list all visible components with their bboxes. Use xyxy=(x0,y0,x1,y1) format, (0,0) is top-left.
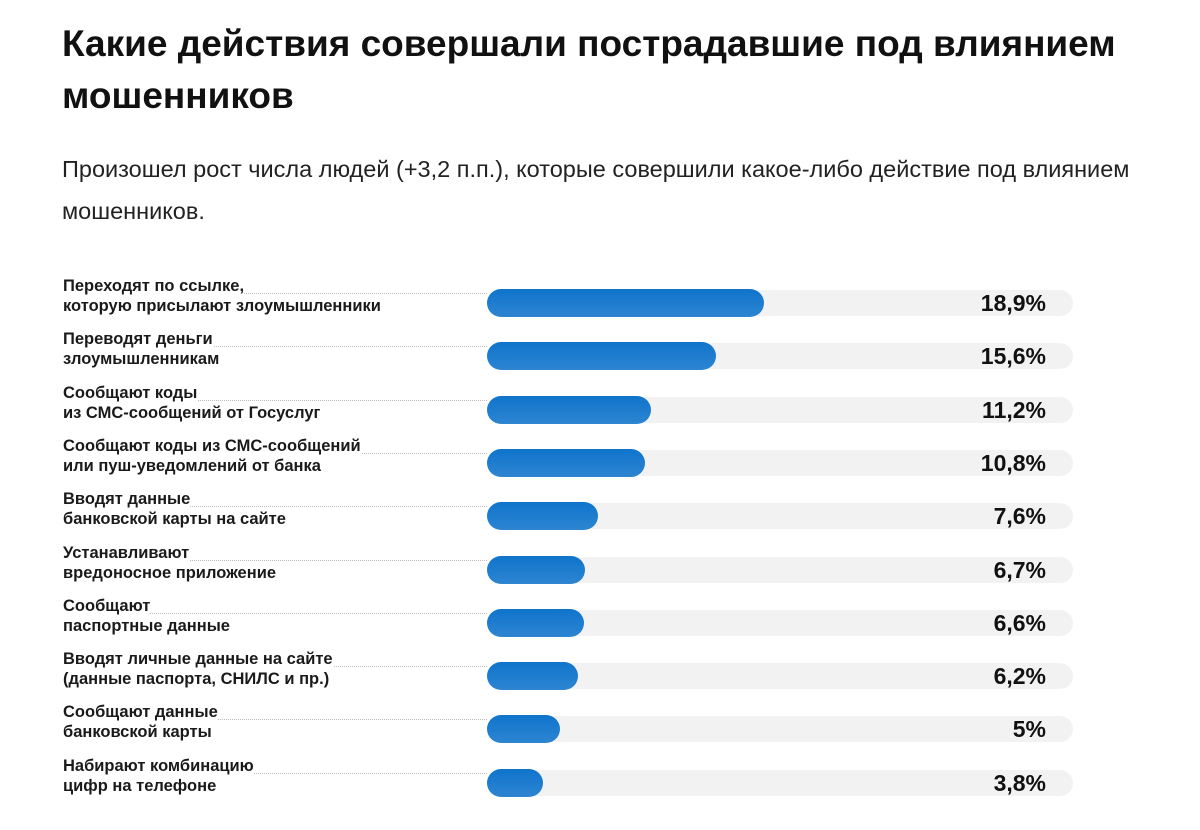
chart-title: Какие действия совершали пострадавшие по… xyxy=(62,23,1116,116)
category-label: Вводят личные данные на сайте (данные па… xyxy=(63,649,463,689)
leader-line xyxy=(63,293,487,294)
category-label: Сообщают паспортные данные xyxy=(63,596,463,636)
bar xyxy=(487,555,586,584)
category-label: Переводят деньги злоумышленникам xyxy=(63,329,463,369)
category-label: Устанавливают вредоносное приложение xyxy=(63,543,463,583)
category-text: Переходят по ссылке, которую присылают з… xyxy=(63,277,384,315)
value-label: 18,9% xyxy=(980,290,1046,316)
leader-line xyxy=(63,719,487,721)
category-label: Набирают комбинацию цифр на телефоне xyxy=(63,756,463,796)
category-label: Сообщают коды из СМС-сообщений от Госусл… xyxy=(63,383,463,423)
value-label: 6,6% xyxy=(993,609,1046,636)
bar xyxy=(487,342,716,371)
chart-subtitle: Произошел рост числа людей (+3,2 п.п.), … xyxy=(62,156,1130,224)
category-text: Набирают комбинацию цифр на телефоне xyxy=(63,756,254,795)
category-label: Переходят по ссылке, которую присылают з… xyxy=(63,276,463,316)
bar-track xyxy=(487,716,1073,743)
bar-row: Сообщают паспортные данные 6,6% xyxy=(0,596,1200,649)
bar-row: Вводят данные банковской карты на сайте 7… xyxy=(0,489,1200,542)
leader-line xyxy=(63,346,487,348)
value-label: 6,2% xyxy=(993,663,1046,690)
category-text: Вводят личные данные на сайте (данные па… xyxy=(63,650,333,689)
bar xyxy=(487,289,764,317)
bar-track xyxy=(487,609,1073,636)
leader-line xyxy=(63,772,487,774)
bar xyxy=(487,608,584,637)
leader-line xyxy=(63,612,487,614)
bar-row: Набирают комбинацию цифр на телефоне 3,8% xyxy=(0,756,1200,809)
category-text: Сообщают паспортные данные xyxy=(63,596,233,635)
leader-line xyxy=(63,506,487,508)
value-label: 6,7% xyxy=(993,556,1046,583)
bar xyxy=(487,715,561,744)
value-label: 3,8% xyxy=(993,769,1046,796)
bar xyxy=(487,395,652,424)
bar-row: Переходят по ссылке, которую присылают з… xyxy=(0,276,1200,329)
value-label: 7,6% xyxy=(993,503,1046,530)
category-text: Сообщают коды из СМС-сообщений от Госусл… xyxy=(63,383,324,422)
bar-track xyxy=(487,769,1073,796)
leader-line xyxy=(63,399,487,401)
bar-row: Сообщают коды из СМС-сообщений от Госусл… xyxy=(0,383,1200,436)
bar-row: Устанавливают вредоносное приложение 6,7% xyxy=(0,543,1200,596)
value-label: 11,2% xyxy=(982,396,1046,423)
bar xyxy=(487,768,543,797)
category-label: Сообщают данные банковской карты xyxy=(63,702,463,742)
bar xyxy=(487,502,599,531)
leader-line xyxy=(63,559,487,561)
value-label: 10,8% xyxy=(980,449,1046,476)
bar-row: Вводят личные данные на сайте (данные па… xyxy=(0,649,1200,702)
category-text: Сообщают коды из СМС-сообщений или пуш-у… xyxy=(63,436,361,475)
bar-row: Переводят деньги злоумышленникам 15,6% xyxy=(0,329,1200,382)
bar-track xyxy=(487,663,1073,690)
category-text: Устанавливают вредоносное приложение xyxy=(63,543,280,582)
category-text: Вводят данные банковской карты на сайте xyxy=(63,490,289,529)
category-text: Сообщают данные банковской карты xyxy=(63,703,218,742)
value-label: 5% xyxy=(1012,716,1046,743)
bar-row: Сообщают данные банковской карты 5% xyxy=(0,702,1200,755)
category-text: Переводят деньги злоумышленникам xyxy=(63,330,223,369)
category-label: Вводят данные банковской карты на сайте xyxy=(63,489,463,529)
bar xyxy=(487,448,646,477)
bar xyxy=(487,662,578,691)
bar-row: Сообщают коды из СМС-сообщений или пуш-у… xyxy=(0,436,1200,489)
value-label: 15,6% xyxy=(980,343,1046,370)
category-label: Сообщают коды из СМС-сообщений или пуш-у… xyxy=(63,436,463,476)
